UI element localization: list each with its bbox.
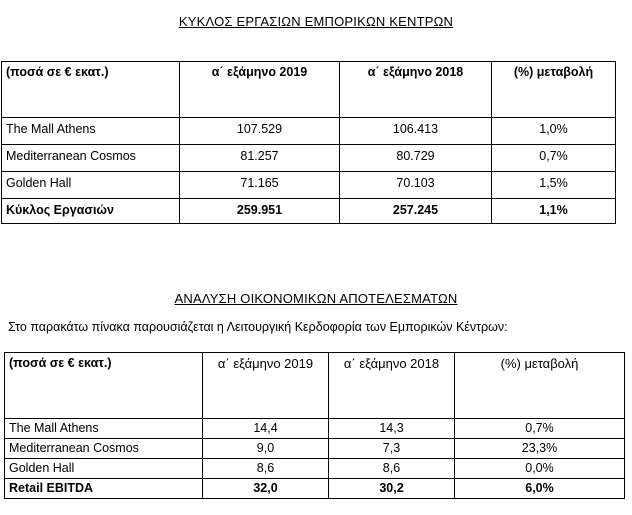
change-percent: 1,5% (491, 171, 616, 199)
mall-name: The Mall Athens (4, 418, 203, 439)
header-cell: (%) μεταβολή (454, 352, 625, 419)
change-percent: 0,7% (454, 418, 625, 439)
mall-name: Golden Hall (4, 458, 203, 479)
header-cell: (%) μεταβολή (491, 61, 616, 118)
header-cell: α΄ εξάμηνο 2018 (339, 61, 492, 118)
table-row: Golden Hall 8,6 8,6 0,0% (4, 458, 625, 479)
value-2019: 9,0 (202, 438, 329, 459)
table-row: Mediterranean Cosmos 81.257 80.729 0,7% (1, 144, 616, 172)
mall-name: Mediterranean Cosmos (1, 144, 180, 172)
total-2019: 259.951 (179, 198, 340, 224)
table-row: Golden Hall 71.165 70.103 1,5% (1, 171, 616, 199)
ebitda-table: (ποσά σε € εκατ.) α΄ εξάμηνο 2019 α΄ εξά… (4, 352, 625, 499)
total-2019: 32,0 (202, 478, 329, 499)
header-cell: (ποσά σε € εκατ.) (1, 61, 180, 118)
value-2018: 8,6 (328, 458, 455, 479)
value-2019: 8,6 (202, 458, 329, 479)
turnover-title: ΚΥΚΛΟΣ ΕΡΓΑΣΙΩΝ ΕΜΠΟΡΙΚΩΝ ΚΕΝΤΡΩΝ (178, 14, 454, 29)
value-2019: 14,4 (202, 418, 329, 439)
mall-name: The Mall Athens (1, 117, 180, 145)
value-2019: 71.165 (179, 171, 340, 199)
financial-results-title: ΑΝΑΛΥΣΗ ΟΙΚΟΝΟΜΙΚΩΝ ΑΠΟΤΕΛΕΣΜΑΤΩΝ (174, 291, 458, 306)
table-row: The Mall Athens 14,4 14,3 0,7% (4, 418, 625, 439)
total-label: Κύκλος Εργασιών (1, 198, 180, 224)
total-change: 1,1% (491, 198, 616, 224)
intro-text: Στο παρακάτω πίνακα παρουσιάζεται η Λειτ… (8, 320, 508, 334)
table-header-row: (ποσά σε € εκατ.) α΄ εξάμηνο 2019 α΄ εξά… (1, 61, 616, 118)
value-2019: 81.257 (179, 144, 340, 172)
value-2019: 107.529 (179, 117, 340, 145)
total-2018: 30,2 (328, 478, 455, 499)
value-2018: 70.103 (339, 171, 492, 199)
change-percent: 0,7% (491, 144, 616, 172)
change-percent: 1,0% (491, 117, 616, 145)
value-2018: 7,3 (328, 438, 455, 459)
value-2018: 14,3 (328, 418, 455, 439)
mall-name: Mediterranean Cosmos (4, 438, 203, 459)
table-row: Mediterranean Cosmos 9,0 7,3 23,3% (4, 438, 625, 459)
total-2018: 257.245 (339, 198, 492, 224)
table-row: The Mall Athens 107.529 106.413 1,0% (1, 117, 616, 145)
mall-name: Golden Hall (1, 171, 180, 199)
header-cell: α΄ εξάμηνο 2018 (328, 352, 455, 419)
header-cell: α΄ εξάμηνο 2019 (179, 61, 340, 118)
turnover-table: (ποσά σε € εκατ.) α΄ εξάμηνο 2019 α΄ εξά… (1, 61, 616, 224)
change-percent: 23,3% (454, 438, 625, 459)
total-label: Retail EBITDA (4, 478, 203, 499)
change-percent: 0,0% (454, 458, 625, 479)
total-change: 6,0% (454, 478, 625, 499)
table-header-row: (ποσά σε € εκατ.) α΄ εξάμηνο 2019 α΄ εξά… (4, 352, 625, 419)
value-2018: 80.729 (339, 144, 492, 172)
value-2018: 106.413 (339, 117, 492, 145)
header-cell: (ποσά σε € εκατ.) (4, 352, 203, 419)
header-cell: α΄ εξάμηνο 2019 (202, 352, 329, 419)
total-row: Κύκλος Εργασιών 259.951 257.245 1,1% (1, 198, 616, 224)
total-row: Retail EBITDA 32,0 30,2 6,0% (4, 478, 625, 499)
